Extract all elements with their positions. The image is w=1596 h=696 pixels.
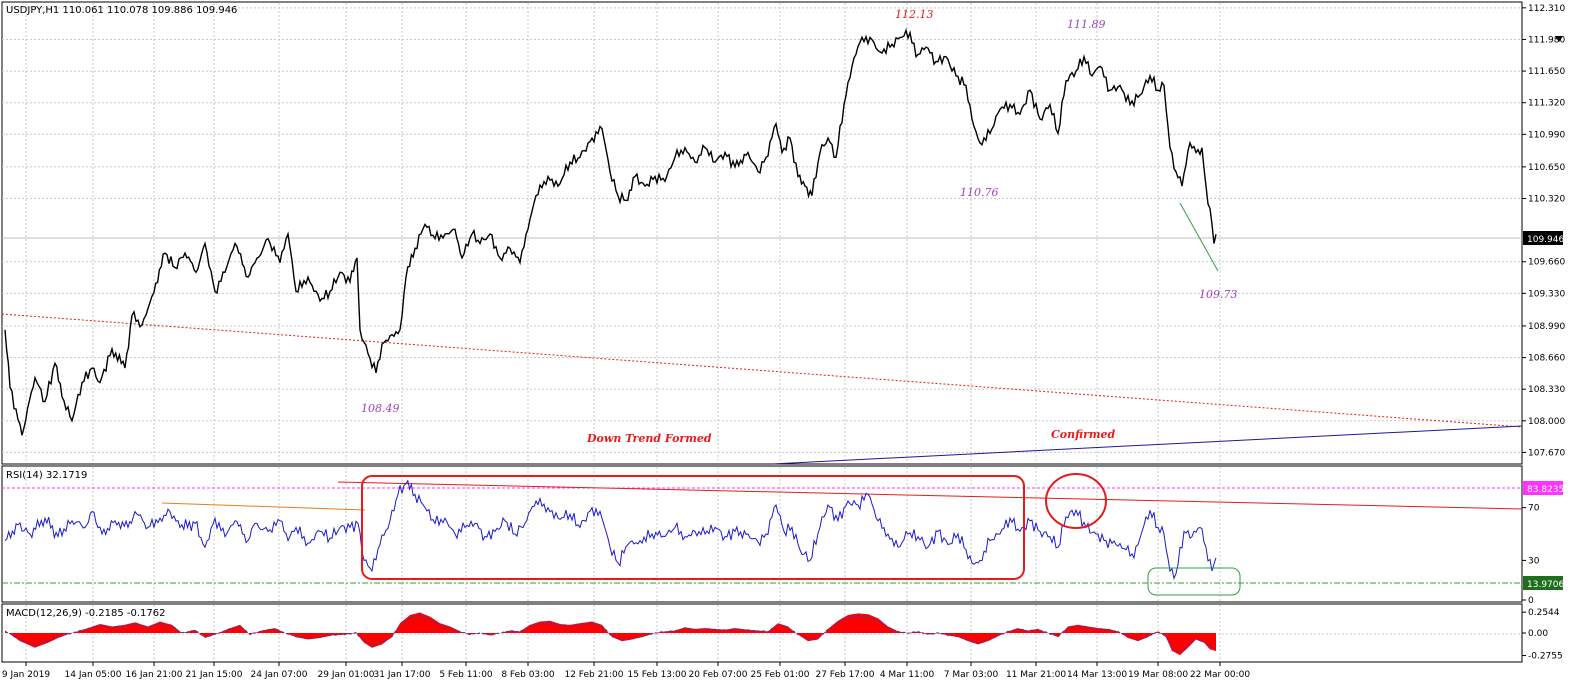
time-tick-label: 16 Jan 21:00	[126, 670, 183, 680]
macd-histogram	[5, 612, 1216, 656]
collapse-arrow-icon[interactable]	[1555, 36, 1563, 42]
time-tick-label: 29 Jan 01:00	[318, 670, 375, 680]
time-tick-label: 14 Mar 13:00	[1067, 670, 1127, 680]
current-price-tag: 109.946	[1527, 235, 1564, 245]
rsi-overbought-tag: 83.8235	[1527, 485, 1564, 495]
rsi-oversold-tag: 13.9706	[1527, 580, 1564, 590]
price-panel-title: USDJPY,H1 110.061 110.078 109.886 109.94…	[6, 5, 237, 16]
price-tick-label: 108.660	[1528, 354, 1565, 364]
blue-trendline	[771, 425, 1523, 465]
rsi-tick-label: 30	[1528, 556, 1540, 566]
annotation-low-109: 109.73	[1199, 288, 1238, 301]
rsi-green-box	[1147, 567, 1241, 596]
annotation-low-110: 110.76	[960, 186, 999, 199]
time-tick-label: 7 Mar 03:00	[944, 670, 999, 680]
macd-axis: 0.2544 0.00 -0.2755	[1522, 608, 1563, 662]
time-axis: 9 Jan 2019 14 Jan 05:00 16 Jan 21:00 21 Jan…	[2, 662, 1250, 680]
price-tick-label: 110.650	[1528, 163, 1565, 173]
macd-tick-label: 0.2544	[1528, 608, 1560, 618]
red-dotted-trendline	[1, 313, 1523, 428]
price-tick-label: 110.990	[1528, 130, 1565, 140]
macd-tick-label: 0.00	[1528, 629, 1548, 639]
time-tick-label: 20 Feb 07:00	[688, 670, 747, 680]
annotation-low-108: 108.49	[361, 402, 400, 415]
annotation-high-112: 112.13	[895, 8, 934, 21]
price-tick-label: 108.330	[1528, 385, 1565, 395]
price-tick-label: 107.670	[1528, 448, 1565, 458]
green-drop-line	[1179, 202, 1219, 272]
price-tick-label: 109.330	[1528, 289, 1565, 299]
rsi-axis: 70 30 0	[1522, 504, 1540, 606]
time-tick-label: 14 Jan 05:00	[65, 670, 122, 680]
price-tick-label: 112.310	[1528, 4, 1565, 14]
grid	[2, 3, 1522, 661]
time-tick-label: 9 Jan 2019	[2, 670, 50, 680]
macd-panel-title: MACD(12,26,9) -0.2185 -0.1762	[6, 608, 166, 619]
current-price-tag-bg	[1523, 231, 1563, 245]
rsi-tick-label: 0	[1528, 596, 1534, 606]
annotation-downtrend: Down Trend Formed	[586, 432, 712, 445]
rsi-tick-label: 70	[1528, 504, 1540, 514]
time-tick-label: 19 Mar 08:00	[1128, 670, 1188, 680]
rsi-oversold-tag-bg	[1523, 576, 1563, 590]
price-tick-label: 110.320	[1528, 195, 1565, 205]
rsi-series-line	[4, 479, 1217, 580]
price-tick-label: 111.650	[1528, 67, 1565, 77]
time-tick-label: 24 Jan 07:00	[251, 670, 308, 680]
time-tick-label: 31 Jan 17:00	[374, 670, 431, 680]
price-tick-label: 108.990	[1528, 322, 1565, 332]
time-tick-label: 22 Mar 00:00	[1190, 670, 1250, 680]
time-tick-label: 15 Feb 13:00	[627, 670, 686, 680]
macd-tick-label: -0.2755	[1528, 652, 1563, 662]
annotation-high-111: 111.89	[1067, 18, 1106, 31]
rsi-panel-title: RSI(14) 32.1719	[6, 470, 87, 481]
price-series-line	[4, 28, 1217, 436]
time-tick-label: 5 Feb 11:00	[439, 670, 493, 680]
time-tick-label: 21 Jan 15:00	[186, 670, 243, 680]
time-tick-label: 12 Feb 21:00	[564, 670, 623, 680]
time-tick-label: 27 Feb 17:00	[815, 670, 874, 680]
rsi-red-circle	[1045, 473, 1107, 529]
time-tick-label: 4 Mar 11:00	[880, 670, 935, 680]
rsi-panel-frame	[1, 465, 1523, 603]
price-tick-label: 111.320	[1528, 99, 1565, 109]
rsi-orange-line	[161, 502, 366, 511]
rsi-overbought-tag-bg	[1523, 481, 1563, 495]
price-tick-label: 108.000	[1528, 417, 1565, 427]
price-tick-label: 111.980	[1528, 35, 1565, 45]
time-tick-label: 11 Mar 21:00	[1006, 670, 1066, 680]
rsi-red-resistance	[337, 481, 1523, 510]
time-tick-label: 8 Feb 03:00	[501, 670, 555, 680]
price-tick-label: 109.660	[1528, 258, 1565, 268]
annotation-confirmed: Confirmed	[1051, 428, 1116, 441]
price-panel-frame	[1, 1, 1523, 465]
time-tick-label: 25 Feb 01:00	[750, 670, 809, 680]
price-axis: 112.310 111.980 111.650 111.320 110.990 110.6…	[1522, 4, 1565, 458]
rsi-red-box	[361, 475, 1025, 580]
